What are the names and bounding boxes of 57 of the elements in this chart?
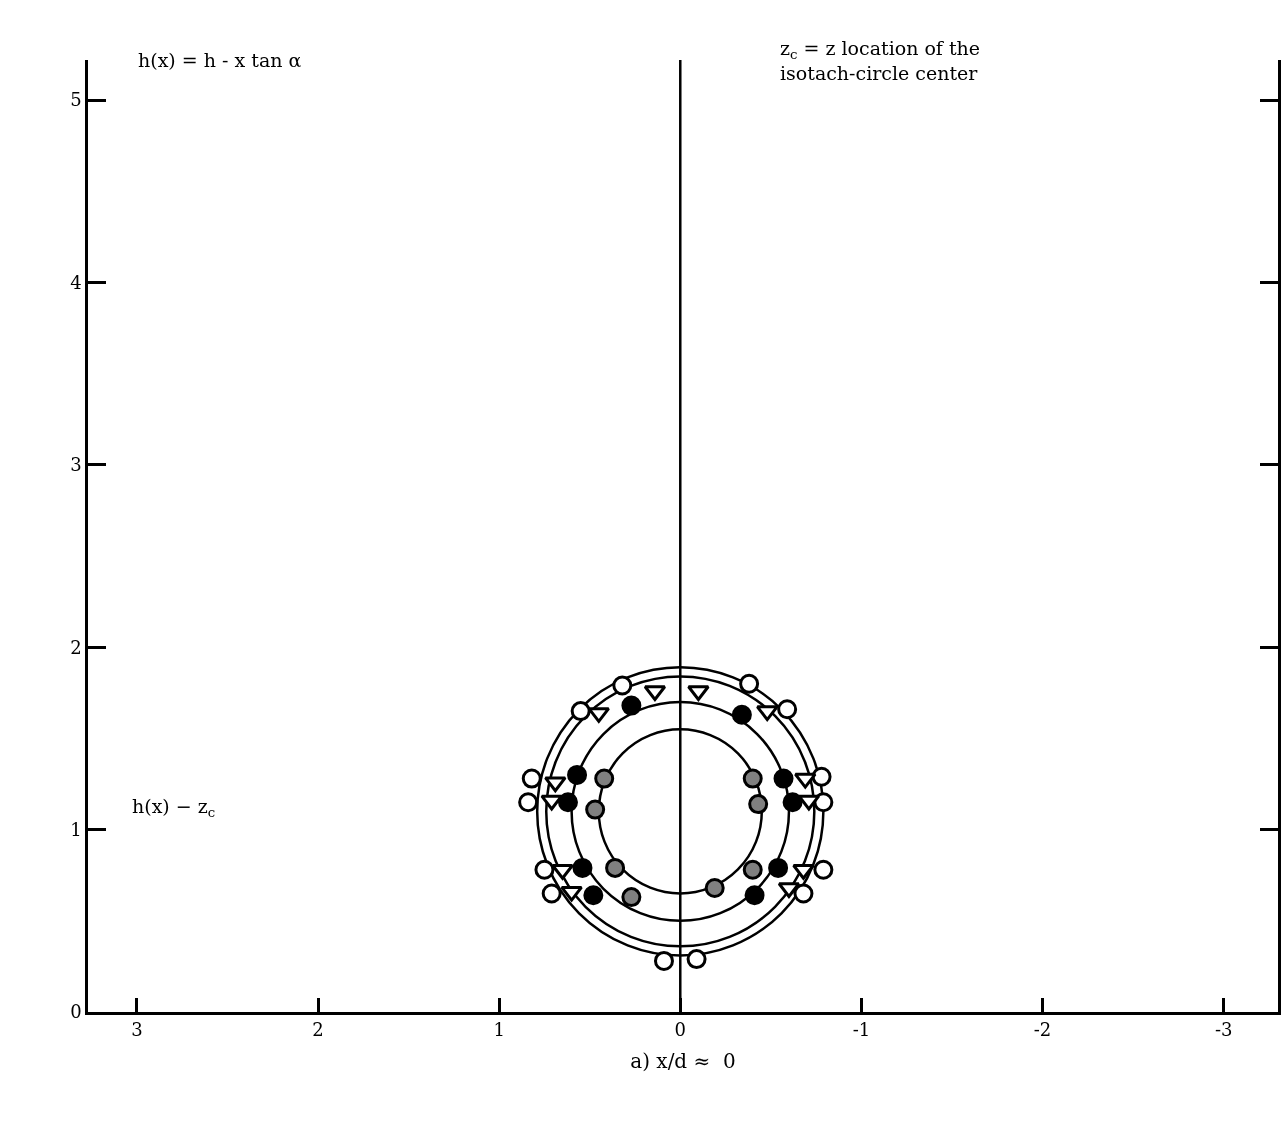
point [570, 701, 591, 722]
point [534, 859, 555, 880]
y-axis-title: h(x) − z$_{c}$ [132, 795, 216, 820]
point [739, 673, 760, 694]
x-tick-label: 1 [493, 1019, 505, 1041]
point [585, 799, 606, 820]
y-tick-label: 0 [70, 1001, 82, 1023]
point [744, 885, 765, 906]
point [594, 768, 615, 789]
point [813, 859, 834, 880]
point [797, 794, 821, 811]
point [621, 695, 642, 716]
y-tick-label: 5 [70, 89, 82, 111]
point [621, 887, 642, 908]
point [643, 685, 667, 702]
point [742, 859, 763, 880]
point [777, 699, 798, 720]
point [813, 792, 834, 813]
y-tick-label: 3 [70, 454, 82, 476]
y-tick-label: 1 [70, 818, 82, 840]
x-tick-label: -2 [1033, 1019, 1052, 1041]
point [742, 768, 763, 789]
point [793, 883, 814, 904]
point [544, 776, 567, 793]
point [773, 768, 794, 789]
point [748, 794, 769, 815]
point [605, 857, 626, 878]
x-axis-title: a) x/d ≈ 0 [630, 1048, 736, 1073]
point [653, 950, 674, 971]
point [704, 877, 725, 898]
point [811, 766, 832, 787]
point [755, 705, 779, 722]
x-tick-label: 2 [312, 1019, 324, 1041]
annotation: z$_{c}$ = z location of the isotach-circle center [780, 37, 981, 84]
x-tick-label: 0 [674, 1019, 687, 1041]
point [541, 883, 562, 904]
point [557, 792, 578, 813]
point [572, 857, 593, 878]
point [686, 949, 707, 970]
x-tick-label: -1 [852, 1019, 871, 1041]
point [731, 704, 752, 725]
y-tick-label: 2 [70, 636, 82, 658]
point [687, 685, 710, 702]
point [540, 794, 563, 811]
point [782, 792, 803, 813]
point [768, 857, 789, 878]
x-tick-label: -3 [1214, 1019, 1233, 1041]
point [612, 675, 633, 696]
point [567, 764, 588, 785]
y-tick-label: 4 [70, 271, 82, 293]
point [560, 885, 583, 902]
x-tick-label: 3 [131, 1019, 143, 1041]
annotation: h(x) = h - x tan α [138, 49, 302, 71]
point [793, 772, 817, 789]
point [583, 885, 604, 906]
point [518, 792, 539, 813]
point [521, 768, 542, 789]
